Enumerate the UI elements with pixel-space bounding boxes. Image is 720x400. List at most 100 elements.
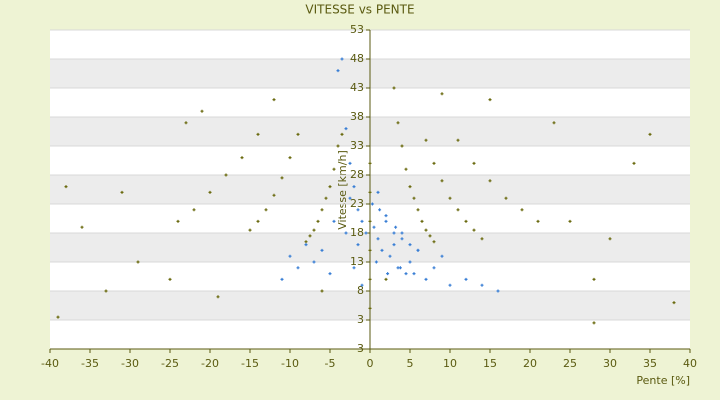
data-point (104, 289, 108, 293)
data-point (432, 161, 436, 165)
data-point (56, 315, 60, 319)
data-point (360, 219, 364, 223)
data-point (400, 237, 404, 241)
data-point (488, 179, 492, 183)
data-point (240, 156, 244, 160)
data-point (344, 231, 348, 235)
x-tick-label: -15 (241, 357, 259, 370)
data-point (208, 190, 212, 194)
data-point (472, 228, 476, 232)
data-point (398, 266, 402, 270)
data-point (368, 306, 372, 310)
data-point (592, 277, 596, 281)
x-tick-label: 5 (407, 357, 414, 370)
data-point (412, 196, 416, 200)
data-point (324, 196, 328, 200)
data-point (368, 190, 372, 194)
x-tick-label: 10 (443, 357, 457, 370)
x-tick-label: 40 (683, 357, 697, 370)
data-point (296, 132, 300, 136)
data-point (328, 272, 332, 276)
data-point (386, 272, 390, 276)
data-point (372, 225, 376, 229)
data-point (384, 214, 388, 218)
data-point (380, 248, 384, 252)
data-point (368, 277, 372, 281)
data-point (288, 254, 292, 258)
data-point (488, 98, 492, 102)
data-point (464, 277, 468, 281)
data-point (340, 132, 344, 136)
data-point (440, 254, 444, 258)
x-tick-label: 15 (483, 357, 497, 370)
data-point (272, 98, 276, 102)
data-point (348, 196, 352, 200)
x-tick-label: 0 (367, 357, 374, 370)
data-point (384, 219, 388, 223)
data-point (424, 138, 428, 142)
data-point (378, 208, 382, 212)
data-point (384, 277, 388, 281)
data-point (280, 277, 284, 281)
y-tick-label: 13 (350, 255, 364, 268)
x-tick-label: 25 (563, 357, 577, 370)
data-point (456, 138, 460, 142)
data-point (308, 234, 312, 238)
data-point (400, 144, 404, 148)
data-point (432, 266, 436, 270)
data-point (248, 228, 252, 232)
data-point (316, 219, 320, 223)
data-point (256, 219, 260, 223)
data-point (224, 173, 228, 177)
data-point (416, 248, 420, 252)
data-point (344, 127, 348, 131)
data-point (448, 196, 452, 200)
data-point (396, 121, 400, 125)
y-tick-label: 18 (350, 226, 364, 239)
data-point (412, 272, 416, 276)
data-point (256, 132, 260, 136)
x-tick-label: -25 (161, 357, 179, 370)
data-point (368, 161, 372, 165)
data-point (370, 202, 374, 206)
y-tick-label: 8 (357, 284, 364, 297)
data-point (388, 254, 392, 258)
y-tick-label: 28 (350, 168, 364, 181)
data-point (552, 121, 556, 125)
data-point (392, 86, 396, 90)
data-point (408, 243, 412, 247)
data-point (464, 219, 468, 223)
data-point (472, 161, 476, 165)
data-point (632, 161, 636, 165)
data-point (168, 277, 172, 281)
data-point (272, 193, 276, 197)
x-tick-label: -30 (121, 357, 139, 370)
data-point (424, 277, 428, 281)
y-tick-label: 33 (350, 139, 364, 152)
data-point (416, 208, 420, 212)
y-tick-label: 23 (350, 197, 364, 210)
data-point (374, 260, 378, 264)
data-point (320, 248, 324, 252)
data-point (400, 231, 404, 235)
data-point (328, 185, 332, 189)
data-point (280, 176, 284, 180)
data-point (392, 243, 396, 247)
data-point (376, 190, 380, 194)
data-point (80, 225, 84, 229)
data-point (672, 301, 676, 305)
data-point (440, 92, 444, 96)
data-point (568, 219, 572, 223)
chart-title: VITESSE vs PENTE (305, 3, 414, 17)
data-point (340, 57, 344, 61)
y-tick-label: 43 (350, 81, 364, 94)
x-tick-label: -20 (201, 357, 219, 370)
data-point (332, 167, 336, 171)
x-tick-label: -40 (41, 357, 59, 370)
data-point (408, 185, 412, 189)
data-point (352, 266, 356, 270)
x-tick-label: -5 (325, 357, 336, 370)
data-point (64, 185, 68, 189)
data-point (408, 260, 412, 264)
